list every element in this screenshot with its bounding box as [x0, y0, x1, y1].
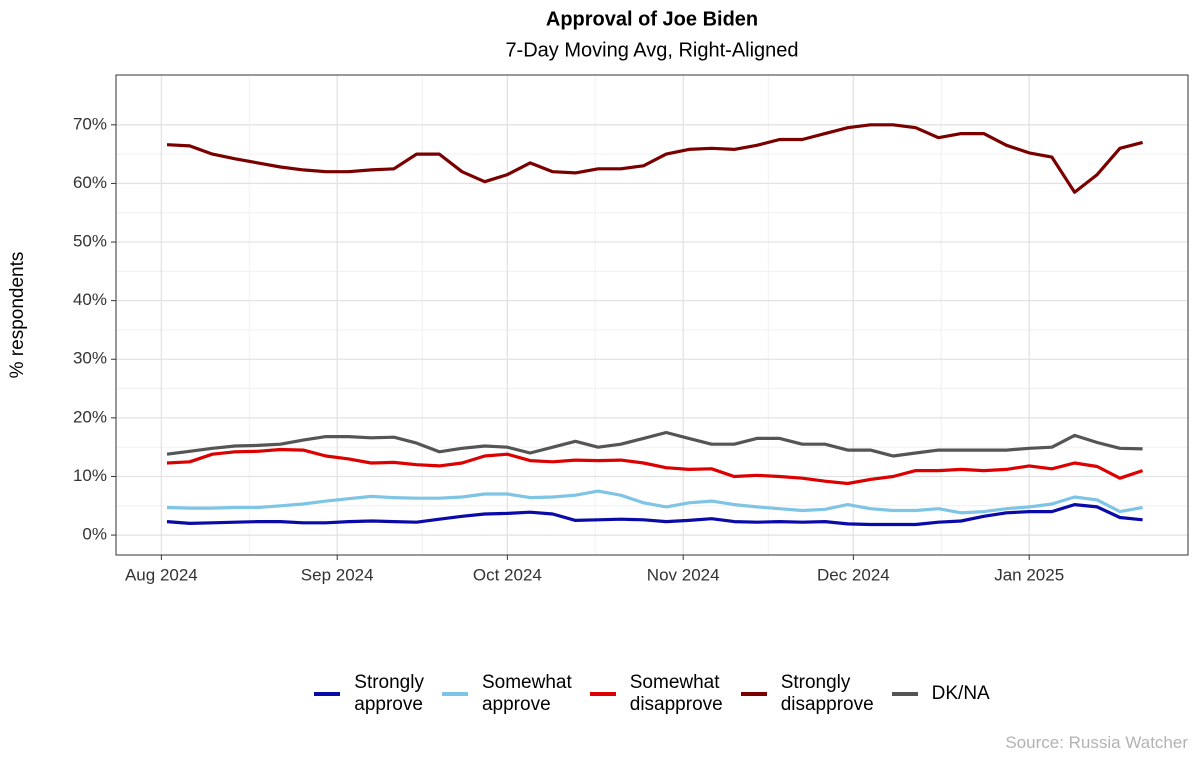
y-tick-label: 70% [73, 114, 107, 133]
legend-swatch [314, 692, 341, 696]
source: Source: Russia Watcher [1005, 733, 1188, 752]
legend-label: Strongly disapprove [780, 672, 874, 715]
x-tick-label: Dec 2024 [817, 565, 890, 584]
y-tick-label: 50% [73, 232, 107, 251]
legend-swatch [441, 692, 468, 696]
y-tick-label: 60% [73, 173, 107, 192]
legend-label: Strongly approve [354, 672, 424, 715]
x-tick-label: Nov 2024 [647, 565, 720, 584]
series-line [166, 430, 1143, 458]
series-line [166, 489, 1143, 515]
series-line [166, 123, 1144, 194]
legend-label: Somewhat approve [481, 672, 572, 715]
legend-item: Somewhat approve [441, 672, 572, 716]
y-tick-label: 0% [82, 525, 107, 544]
legend-swatch [891, 692, 918, 696]
legend: Strongly approve Somewhat approve Somewhat… [116, 672, 1188, 716]
plot-border [115, 74, 1189, 556]
legend-item: Strongly approve [314, 672, 424, 716]
x-tick-label: Sep 2024 [301, 565, 374, 584]
y-tick-label: 10% [73, 466, 107, 485]
legend-item: Strongly disapprove [740, 672, 874, 716]
legend-item: Somewhat disapprove [589, 672, 723, 716]
y-tick-label: 20% [73, 407, 107, 426]
legend-swatch [589, 692, 616, 696]
series-line [166, 503, 1143, 527]
y-tick-label: 30% [73, 349, 107, 368]
y-tick-label: 40% [73, 290, 107, 309]
x-tick-label: Jan 2025 [994, 565, 1064, 584]
legend-label: DK/NA [931, 683, 990, 704]
series-line [166, 447, 1144, 486]
legend-label: Somewhat disapprove [629, 672, 723, 715]
legend-item: DK/NA [891, 672, 990, 716]
chart-subtitle: 7-Day Moving Avg, Right-Aligned [505, 39, 798, 61]
grid [116, 75, 1188, 555]
legend-swatch [740, 692, 767, 696]
x-tick-label: Oct 2024 [473, 565, 542, 584]
y-axis-label: % respondents [7, 252, 28, 379]
x-tick-label: Aug 2024 [125, 565, 198, 584]
chart-title: Approval of Joe Biden [546, 8, 758, 30]
